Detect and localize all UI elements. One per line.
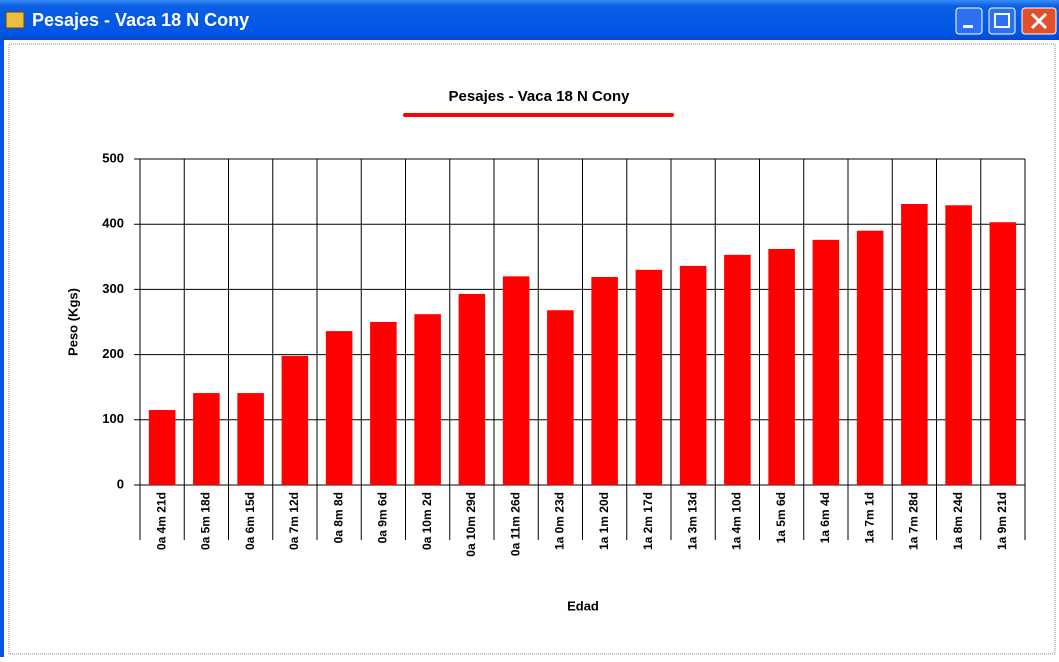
- x-tick-label: 0a 8m 8d: [331, 492, 345, 543]
- y-tick-label: 200: [102, 346, 124, 361]
- window-body: [4, 40, 1059, 657]
- bar: [812, 239, 840, 485]
- x-tick-label: 0a 7m 12d: [287, 492, 301, 550]
- bar: [724, 254, 751, 485]
- bar: [856, 230, 884, 485]
- x-tick-label: 1a 7m 1d: [862, 492, 876, 543]
- x-tick-label: 0a 5m 18d: [199, 492, 213, 550]
- y-axis-title: Peso (Kgs): [65, 288, 80, 356]
- bar: [635, 269, 663, 485]
- x-tick-label: 0a 11m 26d: [508, 492, 522, 556]
- bar: [370, 322, 397, 485]
- x-tick-label: 1a 3m 13d: [685, 492, 699, 550]
- title-bar: [0, 0, 1059, 40]
- x-axis-title: Edad: [567, 598, 599, 613]
- bar: [148, 410, 176, 485]
- chart-title: Pesajes - Vaca 18 N Cony: [449, 88, 631, 105]
- y-tick-label: 500: [102, 150, 124, 165]
- bar: [679, 265, 707, 485]
- x-tick-label: 1a 9m 21d: [995, 492, 1009, 550]
- minimize-button[interactable]: [955, 7, 983, 35]
- x-tick-label: 0a 6m 15d: [243, 492, 257, 550]
- bar: [547, 310, 574, 485]
- bar: [325, 331, 353, 485]
- x-tick-label: 0a 10m 2d: [420, 492, 434, 550]
- maximize-icon: [994, 13, 1010, 28]
- x-tick-label: 1a 5m 6d: [774, 492, 788, 543]
- x-tick-label: 1a 2m 17d: [641, 492, 655, 550]
- y-tick-label: 100: [102, 411, 124, 426]
- bar: [945, 205, 972, 486]
- bar: [414, 314, 441, 485]
- bar: [237, 393, 264, 485]
- x-tick-label: 0a 9m 6d: [376, 492, 390, 543]
- x-tick-label: 1a 8m 24d: [951, 492, 965, 550]
- bar: [989, 222, 1017, 485]
- bar: [193, 393, 220, 485]
- bar: [768, 248, 795, 485]
- y-tick-label: 300: [102, 281, 124, 296]
- x-tick-label: 1a 0m 23d: [553, 492, 567, 550]
- x-tick-label: 1a 1m 20d: [597, 492, 611, 550]
- minimize-icon: [963, 25, 973, 28]
- bar: [458, 293, 486, 485]
- bar: [502, 276, 530, 485]
- window-title: Pesajes - Vaca 18 N Cony: [32, 10, 249, 30]
- x-tick-label: 1a 4m 10d: [730, 492, 744, 550]
- close-icon: [1030, 12, 1048, 30]
- bar: [901, 203, 928, 485]
- chart-border: [8, 43, 1056, 655]
- maximize-button[interactable]: [988, 7, 1016, 35]
- x-tick-label: 1a 7m 28d: [907, 492, 921, 550]
- x-tick-label: 0a 4m 21d: [154, 492, 168, 550]
- app-icon: [5, 11, 25, 29]
- y-tick-label: 400: [102, 216, 124, 231]
- x-tick-label: 1a 6m 4d: [818, 492, 832, 543]
- x-tick-label: 0a 10m 29d: [464, 492, 478, 557]
- bar: [591, 277, 618, 485]
- bar: [281, 355, 309, 485]
- y-tick-label: 0: [117, 476, 124, 491]
